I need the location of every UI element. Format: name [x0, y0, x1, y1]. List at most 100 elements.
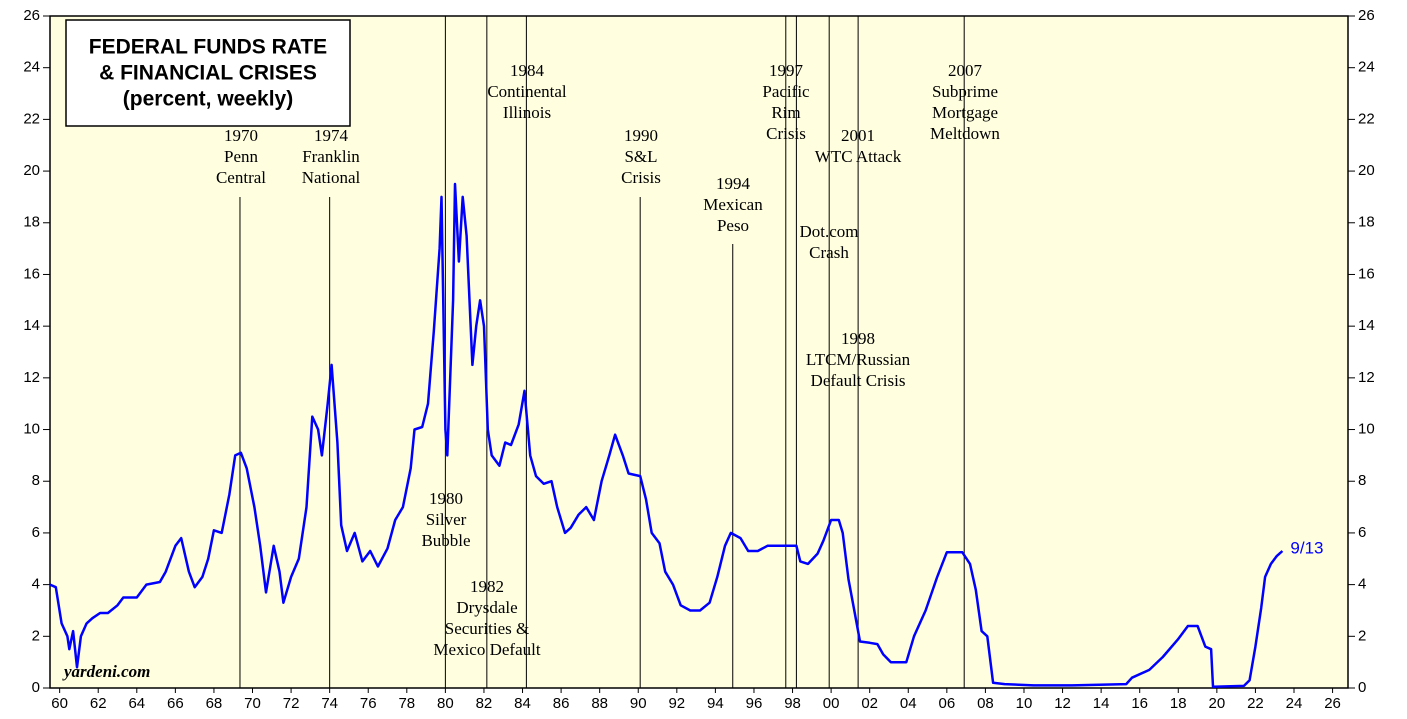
- series: 9/13: [49, 182, 1324, 688]
- y-tick-label: 8: [32, 472, 40, 489]
- annotation-text: Crisis: [621, 168, 661, 187]
- y-tick-label: 10: [23, 421, 40, 438]
- y-tick-label: 24: [23, 59, 40, 76]
- y2-tick-label: 4: [1358, 576, 1366, 593]
- y-tick-label: 18: [23, 214, 40, 231]
- annotation-text: National: [302, 168, 361, 187]
- source: yardeni.com: [62, 662, 150, 681]
- y-tick-label: 20: [23, 162, 40, 179]
- x-tick-label: 12: [1054, 695, 1071, 712]
- annotation-text: 2001: [841, 126, 875, 145]
- y2-tick-label: 0: [1358, 679, 1366, 696]
- y2-tick-label: 26: [1358, 7, 1375, 24]
- x-tick-label: 76: [360, 695, 377, 712]
- y-tick-label: 26: [23, 7, 40, 24]
- chart-title: & FINANCIAL CRISES: [99, 62, 317, 85]
- y2-tick-label: 20: [1358, 162, 1375, 179]
- x-tick-label: 82: [476, 695, 493, 712]
- y2-tick-label: 2: [1358, 627, 1366, 644]
- x-tick-label: 62: [90, 695, 107, 712]
- x-tick-label: 22: [1247, 695, 1264, 712]
- y2-tick-label: 10: [1358, 421, 1375, 438]
- x-tick-label: 02: [861, 695, 878, 712]
- y2-tick-label: 22: [1358, 110, 1375, 127]
- annotation-text: Franklin: [302, 147, 360, 166]
- annotation-text: 1982: [470, 577, 504, 596]
- y-tick-label: 0: [32, 679, 40, 696]
- x-tick-label: 88: [591, 695, 608, 712]
- annotation-text: Drysdale: [456, 598, 517, 617]
- annotation-text: 2007: [948, 61, 983, 80]
- x-tick-label: 84: [514, 695, 531, 712]
- y2-tick-label: 8: [1358, 472, 1366, 489]
- x-tick-label: 80: [437, 695, 454, 712]
- annotation-text: Mexico Default: [433, 640, 540, 659]
- y-tick-label: 14: [23, 317, 40, 334]
- annotation-text: S&L: [624, 147, 657, 166]
- x-tick-label: 06: [938, 695, 955, 712]
- x-tick-label: 20: [1209, 695, 1226, 712]
- annotation-text: Penn: [224, 147, 259, 166]
- annotation-text: 1997: [769, 61, 804, 80]
- annotation-text: Mexican: [703, 195, 763, 214]
- x-tick-label: 72: [283, 695, 300, 712]
- annotation-text: Central: [216, 168, 266, 187]
- annotation-text: Dot.com: [799, 222, 858, 241]
- y2-tick-label: 6: [1358, 524, 1366, 541]
- chart-title: (percent, weekly): [123, 88, 293, 111]
- annotations: 1970 Penn Central 1974 Franklin National 1980 S…: [216, 16, 1000, 688]
- annotation-text: Silver: [426, 510, 467, 529]
- annotation-text: 1980: [429, 489, 463, 508]
- x-tick-label: 86: [553, 695, 570, 712]
- x-tick-label: 74: [321, 695, 338, 712]
- x-tick-label: 00: [823, 695, 840, 712]
- y2-tick-label: 14: [1358, 317, 1375, 334]
- series-line: [49, 182, 1284, 688]
- x-tick-label: 66: [167, 695, 184, 712]
- annotation-text: Peso: [717, 216, 749, 235]
- x-tick-label: 60: [51, 695, 68, 712]
- y-tick-label: 16: [23, 265, 40, 282]
- y2-tick-label: 18: [1358, 214, 1375, 231]
- x-tick-label: 04: [900, 695, 917, 712]
- annotation-text: 1970: [224, 126, 258, 145]
- x-tick-label: 64: [128, 695, 145, 712]
- annotation-text: 1974: [314, 126, 349, 145]
- y-tick-label: 2: [32, 627, 40, 644]
- annotation-text: 1990: [624, 126, 658, 145]
- annotation-text: Illinois: [503, 103, 551, 122]
- y-tick-label: 22: [23, 110, 40, 127]
- end-label: 9/13: [1290, 538, 1323, 557]
- y2-tick-label: 24: [1358, 59, 1375, 76]
- annotation-text: Bubble: [421, 531, 470, 550]
- y-tick-label: 12: [23, 369, 40, 386]
- x-tick-label: 24: [1286, 695, 1303, 712]
- x-tick-label: 94: [707, 695, 724, 712]
- annotation-text: Pacific: [762, 82, 810, 101]
- x-tick-label: 78: [398, 695, 415, 712]
- x-tick-label: 26: [1324, 695, 1341, 712]
- plot-area: [49, 15, 1349, 689]
- annotation-text: 1984: [510, 61, 545, 80]
- y-tick-label: 4: [32, 576, 40, 593]
- chart-title: FEDERAL FUNDS RATE: [89, 36, 327, 59]
- x-tick-label: 14: [1093, 695, 1110, 712]
- annotation-text: Continental: [487, 82, 567, 101]
- annotation-text: Crisis: [766, 124, 806, 143]
- annotation-text: Mortgage: [932, 103, 998, 122]
- x-tick-label: 96: [746, 695, 763, 712]
- x-tick-label: 90: [630, 695, 647, 712]
- y-tick-label: 6: [32, 524, 40, 541]
- annotation-text: Meltdown: [930, 124, 1000, 143]
- x-tick-label: 92: [668, 695, 685, 712]
- y2-tick-label: 16: [1358, 265, 1375, 282]
- annotation-text: WTC Attack: [815, 147, 902, 166]
- x-tick-label: 70: [244, 695, 261, 712]
- x-tick-label: 18: [1170, 695, 1187, 712]
- x-tick-label: 98: [784, 695, 801, 712]
- x-tick-label: 68: [206, 695, 223, 712]
- x-tick-label: 16: [1131, 695, 1148, 712]
- annotation-text: 1994: [716, 174, 751, 193]
